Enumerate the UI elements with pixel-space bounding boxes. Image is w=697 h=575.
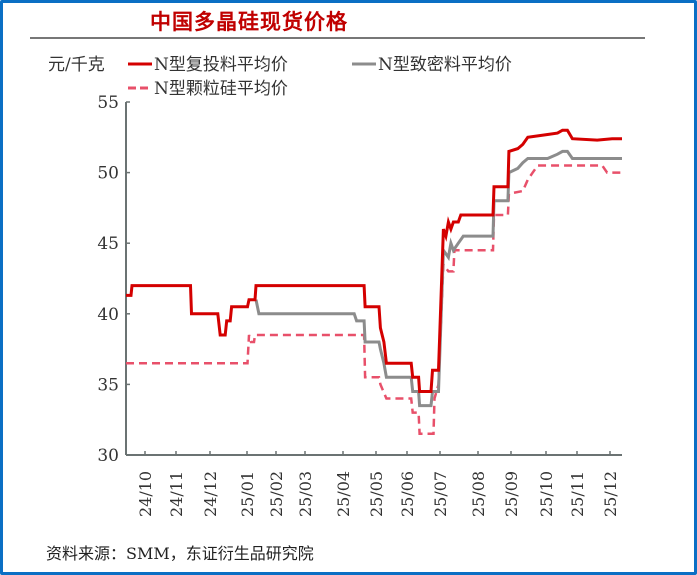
series-lines xyxy=(126,128,622,436)
legend: 元/千克 N型复投料平均价 N型致密料平均价 N型颗粒硅平均价 xyxy=(48,55,512,99)
x-tick-label: 25/08 xyxy=(469,471,488,517)
x-tick-label: 25/05 xyxy=(367,471,386,517)
y-unit-label: 元/千克 xyxy=(48,55,105,75)
x-tick-label: 25/01 xyxy=(238,471,257,517)
source-note: 资料来源：SMM，东证衍生品研究院 xyxy=(46,544,314,563)
x-tick-label: 24/11 xyxy=(167,471,186,517)
x-tick-label: 25/02 xyxy=(267,471,286,517)
x-tick-label: 25/04 xyxy=(334,471,353,517)
y-tick-label: 40 xyxy=(97,305,119,325)
series-line xyxy=(254,149,622,408)
axes: 30 35 40 45 50 55 24/10 24/11 24/12 25/01 25/02 25/… xyxy=(97,93,622,517)
x-tick-label: 24/10 xyxy=(136,471,155,517)
x-tick-label: 25/07 xyxy=(431,471,450,517)
x-tick-label: 25/06 xyxy=(398,471,417,517)
series-line xyxy=(126,164,622,436)
x-tick-label: 25/09 xyxy=(502,471,521,517)
y-tick-label: 50 xyxy=(97,164,119,184)
y-tick-label: 35 xyxy=(97,375,119,395)
y-tick-label: 55 xyxy=(97,93,119,113)
x-tick-label: 25/03 xyxy=(296,471,315,517)
x-tick-label: 25/12 xyxy=(601,471,620,517)
y-tick-label: 30 xyxy=(97,446,119,466)
legend-label-2: N型致密料平均价 xyxy=(378,55,512,75)
series-line xyxy=(126,128,622,393)
x-tick-label: 24/12 xyxy=(201,471,220,517)
legend-label-3: N型颗粒硅平均价 xyxy=(154,79,288,99)
x-tick-label: 25/10 xyxy=(537,471,556,517)
x-tick-label: 25/11 xyxy=(568,471,587,517)
y-tick-label: 45 xyxy=(97,234,119,254)
title-divider xyxy=(30,37,645,39)
legend-label-1: N型复投料平均价 xyxy=(154,55,288,75)
chart-title: 中国多晶硅现货价格 xyxy=(150,9,348,34)
